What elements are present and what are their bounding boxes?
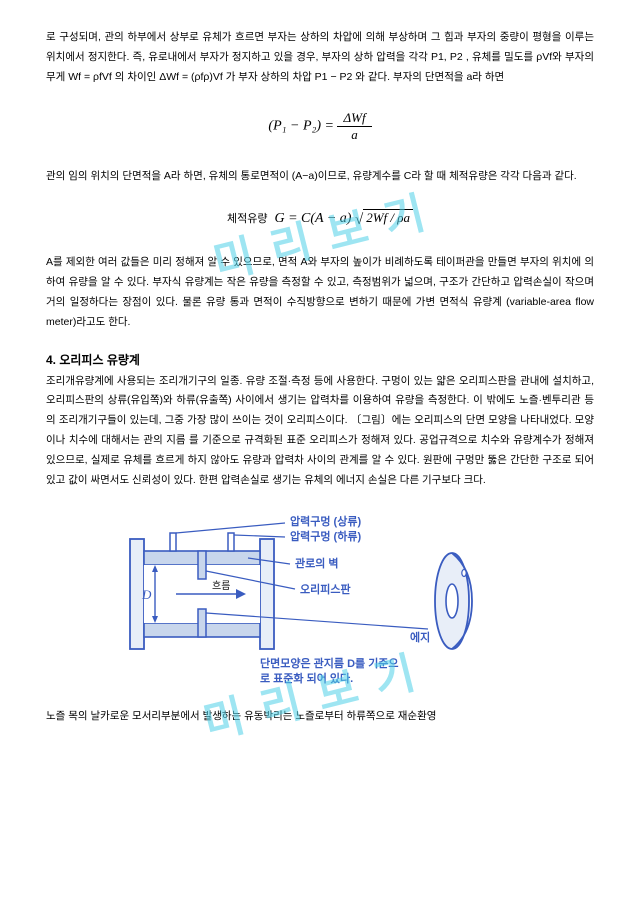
paragraph-orifice: 조리개유량계에 사용되는 조리개기구의 일종. 유량 조절·측정 등에 사용한다… [46, 372, 594, 492]
orifice-svg: D 흐름 압력구멍 (상류) 압력구멍 (하류) 관로의 벽 오리피스판 에지 [110, 509, 530, 689]
paragraph-intro: 로 구성되며, 관의 하부에서 상부로 유체가 흐르면 부자는 상하의 차압에 … [46, 28, 594, 88]
formula2-eq: G = C(A − a) [274, 211, 351, 226]
flow-label: 흐름 [212, 580, 230, 592]
formula1-numerator: ΔWf [337, 110, 371, 127]
formula2-sqrt: √2Wf / ρa [355, 209, 413, 229]
diagram-caption-2: 로 표준화 되어 있다. [260, 671, 353, 685]
formula-volumetric-flow: 체적유량 G = C(A − a) √2Wf / ρa [46, 209, 594, 229]
label-pipe-wall: 관로의 벽 [295, 556, 339, 570]
paragraph-variable-area: A를 제외한 여러 값들은 미리 정해져 알 수 있으므로, 면적 A와 부자의… [46, 253, 594, 333]
formula-pressure-diff: (P₁ − P₂) = ΔWf a [46, 110, 594, 143]
formula1-fraction: ΔWf a [337, 110, 371, 143]
d-label: D [141, 587, 152, 602]
formula1-lhs: (P₁ − P₂) = [268, 119, 334, 134]
formula2-sqrt-content: 2Wf / ρa [363, 209, 413, 226]
orifice-diagram: D 흐름 압력구멍 (상류) 압력구멍 (하류) 관로의 벽 오리피스판 에지 [46, 509, 594, 689]
label-edge: 에지 [410, 630, 430, 644]
label-downstream-tap: 압력구멍 (하류) [290, 529, 361, 543]
label-orifice-plate: 오리피스판 [300, 582, 351, 596]
formula2-prefix: 체적유량 [227, 213, 267, 225]
paragraph-nozzle: 노즐 목의 날카로운 모서리부분에서 발생하는 유동박리는 노즐로부터 하류쪽으… [46, 707, 594, 727]
label-upstream-tap: 압력구멍 (상류) [290, 514, 361, 528]
formula1-denominator: a [337, 127, 371, 143]
diagram-caption-1: 단면모양은 관지름 D를 기준으 [260, 656, 399, 670]
heading-orifice: 4. 오리피스 유량계 [46, 351, 594, 368]
paragraph-area: 관의 임의 위치의 단면적을 A라 하면, 유체의 통로면적이 (A−a)이므로… [46, 167, 594, 187]
